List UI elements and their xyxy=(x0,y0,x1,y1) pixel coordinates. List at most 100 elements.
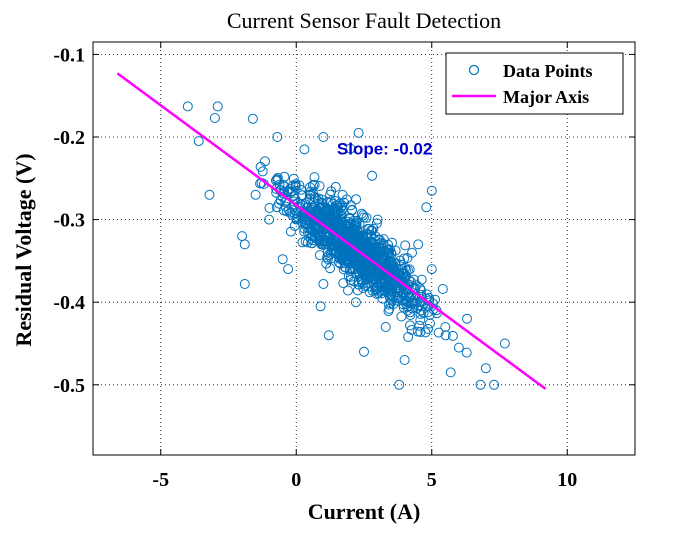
data-point xyxy=(354,245,365,256)
data-point xyxy=(499,338,510,349)
data-point xyxy=(307,235,318,246)
data-point xyxy=(272,174,283,185)
legend-label-data-points: Data Points xyxy=(503,61,593,81)
data-point xyxy=(318,208,329,219)
data-point xyxy=(447,330,458,341)
data-point xyxy=(331,247,342,258)
data-point xyxy=(420,327,431,338)
y-tick-label: -0.2 xyxy=(53,127,85,149)
data-point xyxy=(357,257,368,268)
data-point xyxy=(380,322,391,332)
data-point xyxy=(279,171,290,182)
data-point xyxy=(372,214,383,225)
data-point xyxy=(390,245,401,256)
data-point xyxy=(346,271,356,282)
data-point xyxy=(327,239,337,250)
data-point xyxy=(415,327,426,337)
data-point xyxy=(329,211,340,222)
data-point xyxy=(328,221,339,232)
data-point xyxy=(433,327,444,338)
y-tick-label: -0.1 xyxy=(53,44,85,66)
data-point xyxy=(383,285,394,296)
data-point xyxy=(182,101,193,112)
data-point xyxy=(386,247,397,258)
data-point xyxy=(357,262,368,273)
data-point xyxy=(371,218,382,229)
data-point xyxy=(343,245,354,256)
data-point xyxy=(337,255,348,266)
y-tick-label: -0.4 xyxy=(53,292,85,314)
data-point xyxy=(283,264,294,275)
data-point xyxy=(212,101,223,112)
data-point xyxy=(247,113,258,124)
data-point xyxy=(415,305,426,316)
data-point xyxy=(318,279,329,289)
data-point xyxy=(401,298,412,309)
x-tick-label: 5 xyxy=(427,469,437,491)
x-axis-label: Current (A) xyxy=(308,499,421,524)
data-point xyxy=(400,262,411,273)
data-point xyxy=(299,144,310,155)
data-point xyxy=(288,173,299,184)
data-point xyxy=(349,215,359,226)
major-axis-series xyxy=(116,72,547,390)
data-point xyxy=(338,278,349,289)
data-point xyxy=(250,189,261,200)
data-point xyxy=(430,294,441,305)
data-point xyxy=(453,342,464,353)
data-point xyxy=(440,330,451,341)
data-point xyxy=(354,218,365,229)
data-point xyxy=(272,172,283,183)
data-point xyxy=(290,180,301,191)
axis-ticks: -5 0 5 10 -0.1 -0.2 -0.3 -0.4 -0.5 xyxy=(53,42,635,491)
data-point xyxy=(239,239,250,250)
data-point xyxy=(302,237,313,248)
data-point xyxy=(390,283,401,294)
data-point xyxy=(345,264,356,275)
data-point xyxy=(337,189,348,200)
data-point xyxy=(440,322,451,332)
data-point xyxy=(415,315,426,326)
legend-marker-data-points xyxy=(468,64,480,76)
data-point xyxy=(314,232,325,243)
data-point xyxy=(343,228,354,239)
data-point xyxy=(204,189,215,200)
data-point xyxy=(352,225,362,236)
data-point xyxy=(310,220,321,231)
data-point xyxy=(315,301,326,312)
data-point xyxy=(344,265,355,276)
data-point xyxy=(343,285,353,296)
data-point xyxy=(279,181,290,192)
data-point xyxy=(264,214,275,225)
x-tick-label: 0 xyxy=(291,469,301,491)
data-point xyxy=(277,179,288,190)
data-point xyxy=(296,190,307,201)
data-point xyxy=(291,214,302,225)
data-point xyxy=(209,113,220,123)
data-point xyxy=(377,252,388,263)
data-point xyxy=(340,221,351,232)
x-tick-label: -5 xyxy=(152,469,169,491)
data-point xyxy=(309,191,320,202)
data-point xyxy=(344,251,355,262)
data-point xyxy=(323,330,334,341)
y-tick-label: -0.3 xyxy=(53,210,85,232)
data-point xyxy=(344,239,355,250)
data-point xyxy=(345,143,356,154)
data-point xyxy=(378,234,389,245)
data-point xyxy=(383,299,394,310)
x-tick-label: 10 xyxy=(557,469,577,491)
data-point xyxy=(411,280,422,291)
data-point xyxy=(379,276,390,287)
data-point xyxy=(350,297,361,308)
data-point xyxy=(193,136,204,147)
data-point xyxy=(351,194,362,205)
data-point xyxy=(304,189,315,200)
data-point xyxy=(314,181,325,191)
data-point xyxy=(475,379,486,390)
data-point xyxy=(347,204,358,215)
data-point xyxy=(425,318,435,329)
data-point xyxy=(383,306,394,317)
data-point xyxy=(305,182,315,193)
data-point xyxy=(367,275,378,286)
